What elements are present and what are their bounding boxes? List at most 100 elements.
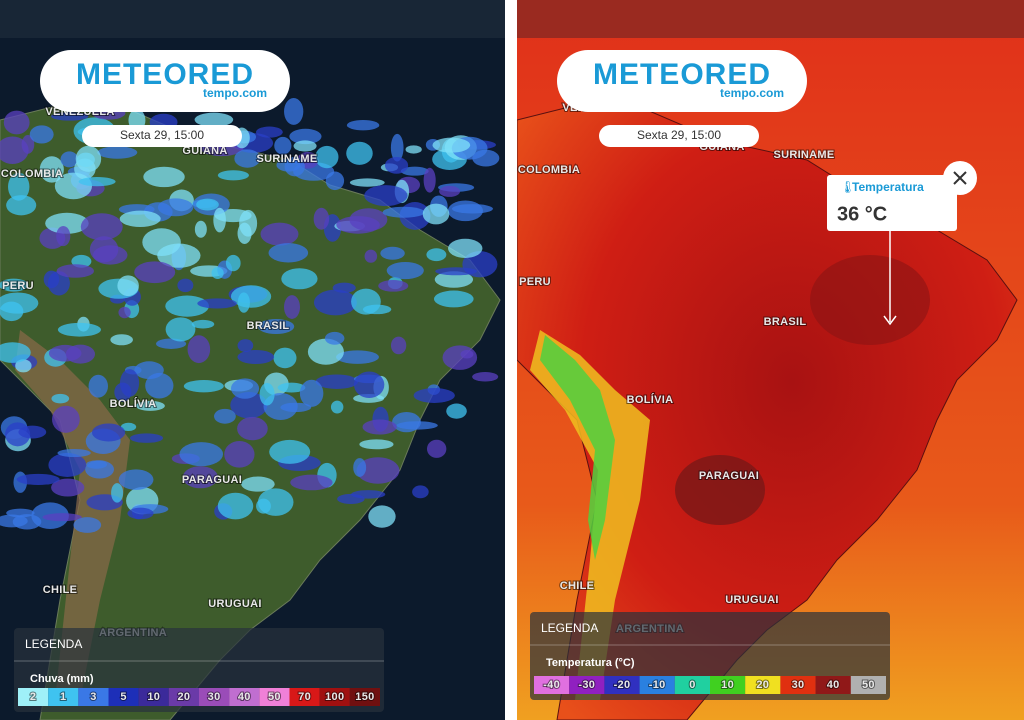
rain-cell [51,405,80,433]
hot-zone [810,255,930,345]
rain-cell [277,382,306,393]
country-label: PARAGUAI [182,474,242,486]
rain-panel: VENEZUELAGUIANASURINAMECOLOMBIAPERUBRASI… [0,0,505,720]
rain-cell [51,393,70,404]
country-label: BOLÍVIA [627,393,674,406]
top-bar [0,0,505,38]
legend-value: 50 [862,679,875,691]
rain-cell [439,185,461,197]
rain-cell [237,292,250,313]
rain-cell [307,338,344,365]
close-icon[interactable] [953,171,967,185]
rain-cell [241,476,275,492]
rain-cell [315,145,339,169]
logo-pill [557,50,807,112]
rain-cell [97,146,138,159]
rain-cell [299,379,324,407]
legend-swatch [138,688,169,706]
rain-cell [234,149,261,168]
legend-value: 10 [721,679,734,691]
rain-cell [56,264,94,278]
legend-value: 10 [147,691,160,703]
legend-swatch [780,676,816,694]
rain-cell [257,318,295,335]
rain-cell [405,145,422,154]
legend-value: 5 [120,691,126,703]
rain-cell [177,278,194,293]
rain-cell [0,278,29,292]
andes-cool [540,335,615,560]
rain-cell [196,198,219,211]
rain-cell [12,514,42,530]
rain-cell [145,372,174,399]
legend-swatch [229,688,260,706]
rain-cell [187,335,211,364]
legend-swatch [745,676,781,694]
country-label: CHILE [43,584,78,596]
rain-cell [42,513,82,522]
rain-cell [315,374,359,389]
legend-value: 20 [177,691,190,703]
rain-cell [351,490,386,499]
logo-brand: METEORED [593,58,771,91]
country-label: URUGUAI [725,594,778,606]
rain-cell [293,140,317,152]
date: Sexta 29, 15:00 [637,128,721,142]
rain-cell [135,400,165,411]
rain-cell [88,374,108,398]
rain-cell [280,402,312,413]
rain-cell [349,208,388,232]
rain-cell [390,336,407,355]
legend-swatch [319,688,350,706]
rain-cell [433,290,474,308]
rain-cell [260,222,299,246]
popup-box [827,175,957,231]
rain-cell [412,485,429,499]
rain-cell [324,331,345,345]
rain-cell [356,457,400,484]
rain-cell [110,334,133,346]
rain-cell [290,474,333,491]
hot-zone [675,455,765,525]
rain-cell [183,379,224,393]
rain-cell [165,295,209,317]
rain-cell [386,261,424,280]
legend-value: 20 [756,679,769,691]
rain-cell [118,306,131,319]
rain-cell [426,439,447,458]
rain-cell [362,419,397,435]
legend-value: -20 [614,679,631,691]
rain-cell [134,261,176,284]
legend-heading: LEGENDA [541,621,598,635]
country-label: SURINAME [256,153,317,165]
rain-cell [336,350,379,364]
rain-cell [217,492,254,520]
rain-cell [390,133,404,162]
rain-cell [213,207,226,233]
legend-title: Temperatura (°C) [546,657,635,669]
rain-cell [119,210,161,227]
rain-cell [3,110,30,135]
rain-cell [230,392,268,419]
rain-cell [0,136,29,165]
rain-cell [364,185,408,206]
country-label: BRASIL [764,316,807,328]
rain-cell [442,345,478,370]
rain-cell [384,156,409,174]
rain-cell [57,322,101,337]
temperature-panel: VENEZUELAGUIANASURINAMECOLOMBIAPERUBRASI… [517,0,1024,720]
legend-value: -10 [649,679,666,691]
legend-swatch [604,676,640,694]
legend-title: Chuva (mm) [30,673,94,685]
legend-value: 30 [792,679,805,691]
rain-cell [89,236,119,263]
rain-cell [359,439,394,450]
legend-swatch [18,688,49,706]
rain-cell [435,267,478,276]
country-label: BRASIL [247,320,290,332]
rain-cell [15,359,32,373]
top-bar [517,0,1024,38]
legend-swatch [674,676,710,694]
rain-cell [224,440,255,468]
rain-cell [194,220,207,238]
